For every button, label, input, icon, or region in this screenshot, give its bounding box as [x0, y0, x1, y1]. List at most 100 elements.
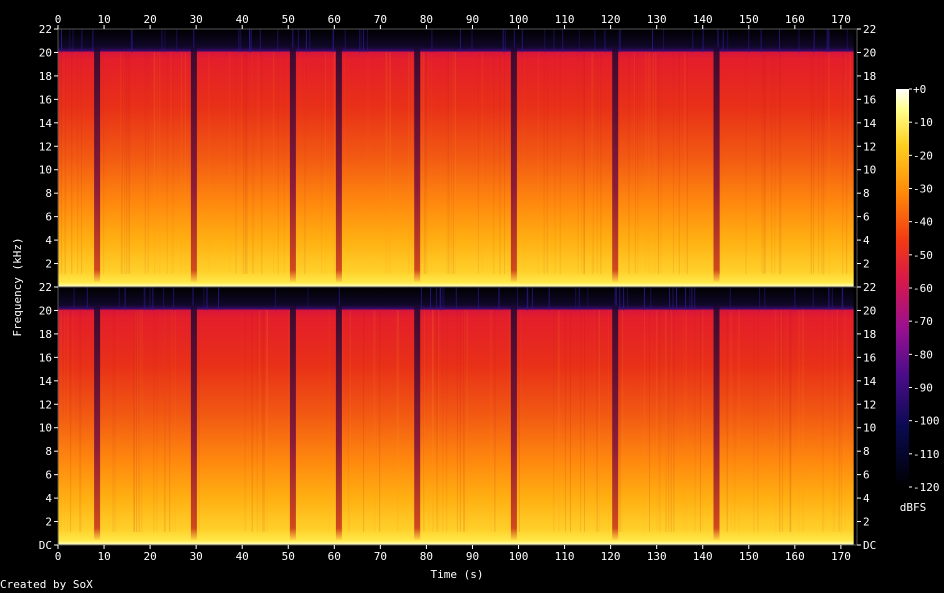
texture-streak	[837, 310, 838, 533]
hf-spike	[587, 287, 589, 311]
y-tick-label: 8	[863, 445, 870, 458]
texture-streak	[463, 310, 465, 533]
hf-spike	[504, 29, 506, 53]
x-tick-label: 40	[236, 13, 249, 26]
texture-streak	[374, 310, 376, 533]
hf-spike	[828, 287, 830, 311]
texture-streak	[64, 52, 66, 275]
texture-streak	[253, 52, 255, 275]
texture-streak	[598, 310, 600, 533]
hf-spike	[669, 287, 670, 311]
texture-streak	[813, 52, 815, 275]
texture-streak	[426, 52, 428, 275]
texture-streak	[828, 52, 830, 275]
texture-streak	[138, 310, 140, 533]
texture-streak	[499, 52, 501, 275]
colorbar-tick-label: -110	[913, 448, 940, 461]
hf-spike	[594, 29, 596, 53]
texture-streak	[267, 310, 268, 533]
texture-streak	[432, 310, 434, 533]
texture-streak	[367, 52, 369, 275]
texture-streak	[428, 52, 429, 275]
x-tick-label: 150	[739, 550, 759, 563]
texture-streak	[424, 52, 426, 275]
x-tick-label: 90	[466, 550, 479, 563]
y-tick-label: 16	[39, 351, 52, 364]
texture-streak	[779, 52, 780, 275]
texture-streak	[244, 310, 246, 533]
texture-streak	[251, 52, 253, 275]
texture-streak	[348, 310, 349, 533]
texture-streak	[389, 52, 391, 275]
texture-streak	[321, 52, 323, 275]
hf-spike	[614, 287, 616, 311]
hf-spike	[615, 287, 617, 311]
y-tick-label: 6	[863, 469, 870, 482]
y-tick-label: 16	[863, 93, 876, 106]
texture-streak	[694, 310, 696, 533]
spectrogram-panels	[57, 28, 858, 546]
hf-spike	[164, 29, 166, 53]
texture-streak	[184, 52, 186, 275]
colorbar-tick-label: -20	[913, 149, 933, 162]
y-tick-label: 12	[863, 398, 876, 411]
panel-border	[57, 286, 858, 546]
hf-spike	[240, 29, 242, 53]
hf-spike	[161, 29, 163, 53]
hf-spike	[459, 29, 461, 53]
hf-spike	[759, 287, 760, 311]
x-tick-label: 80	[420, 550, 433, 563]
hf-spike	[575, 287, 577, 311]
texture-streak	[134, 310, 136, 533]
x-tick-label: 120	[601, 13, 621, 26]
colorbar-tick-label: -120	[913, 481, 940, 494]
texture-streak	[421, 52, 423, 275]
hf-spike	[627, 287, 628, 311]
texture-streak	[493, 52, 495, 275]
texture-streak	[245, 52, 247, 275]
texture-streak	[169, 310, 171, 533]
texture-streak	[554, 52, 556, 275]
x-tick-label: 160	[785, 13, 805, 26]
texture-streak	[543, 52, 545, 275]
texture-streak	[263, 310, 265, 533]
colorbar-tick-label: -60	[913, 282, 933, 295]
texture-streak	[172, 310, 174, 533]
colorbar-tick-label: -80	[913, 348, 933, 361]
texture-streak	[658, 310, 660, 533]
hf-spike	[652, 29, 653, 53]
texture-streak	[397, 310, 399, 533]
texture-streak	[133, 310, 135, 533]
hf-spike	[203, 287, 205, 311]
texture-streak	[136, 310, 138, 533]
texture-streak	[771, 52, 773, 275]
signal-end	[853, 287, 857, 545]
hf-spike	[359, 29, 360, 53]
hf-spike	[69, 29, 71, 53]
texture-streak	[198, 310, 200, 533]
texture-streak	[121, 52, 123, 275]
colorbar-tick-label: +0	[913, 83, 926, 96]
texture-streak	[277, 52, 279, 275]
hf-spike	[578, 29, 580, 53]
x-tick-label: 10	[97, 13, 110, 26]
x-tick-label: 90	[466, 13, 479, 26]
texture-streak	[141, 310, 143, 533]
hf-spike	[604, 29, 606, 53]
texture-streak	[60, 310, 62, 533]
y-tick-label: 4	[863, 234, 870, 247]
hf-spike	[826, 29, 828, 53]
texture-streak	[159, 52, 161, 275]
x-tick-label: 170	[831, 550, 851, 563]
hf-spike	[548, 287, 550, 311]
texture-streak	[243, 52, 245, 275]
texture-streak	[172, 52, 174, 275]
hf-spike	[277, 29, 279, 53]
x-tick-label: 60	[328, 13, 341, 26]
texture-streak	[144, 52, 146, 275]
texture-streak	[451, 52, 453, 275]
texture-streak	[764, 52, 766, 275]
hf-spike	[332, 29, 334, 53]
y-tick-label: 18	[39, 70, 52, 83]
texture-streak	[477, 52, 479, 275]
